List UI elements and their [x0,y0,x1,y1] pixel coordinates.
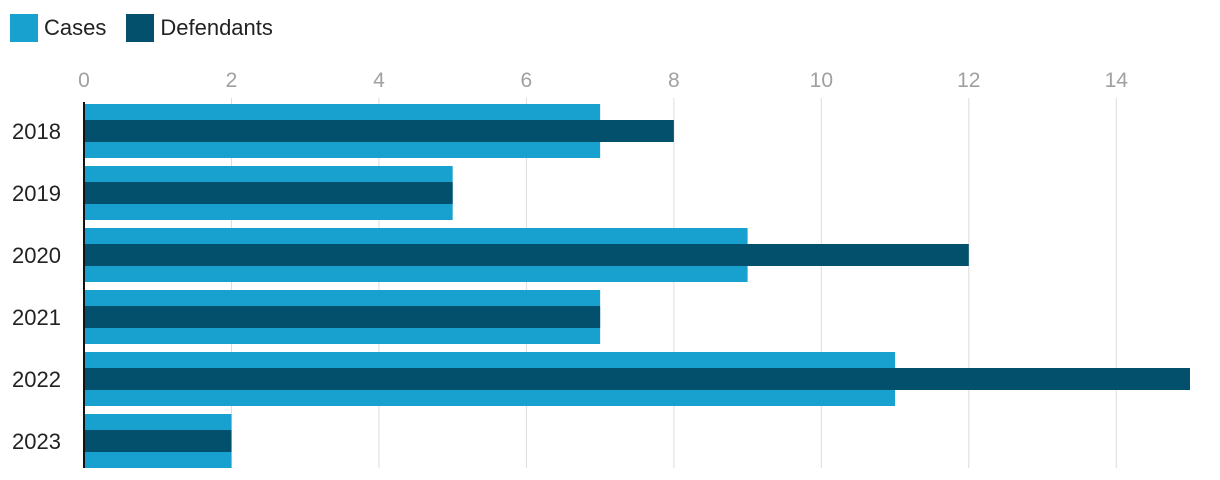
bar-defendants-2019 [84,182,453,204]
y-category-label-2023: 2023 [12,429,61,454]
y-category-label-2020: 2020 [12,243,61,268]
y-category-label-2019: 2019 [12,181,61,206]
bar-defendants-2023 [84,430,232,452]
x-tick-label-8: 8 [668,69,680,92]
legend-swatch-defendants [126,14,155,42]
x-tick-label-4: 4 [373,69,385,92]
y-category-label-2022: 2022 [12,367,61,392]
bar-defendants-2022 [84,368,1190,390]
legend-label-defendants: Defendants [160,15,273,40]
x-tick-label-2: 2 [226,69,238,92]
x-tick-label-14: 14 [1105,69,1129,92]
x-tick-label-0: 0 [78,69,90,92]
x-tick-label-6: 6 [521,69,533,92]
legend: Cases Defendants [10,13,293,43]
legend-item-defendants[interactable]: Defendants [126,14,273,42]
bar-defendants-2018 [84,120,674,142]
x-tick-label-12: 12 [957,69,980,92]
y-category-label-2018: 2018 [12,119,61,144]
y-category-label-2021: 2021 [12,305,61,330]
bar-defendants-2021 [84,306,601,328]
legend-item-cases[interactable]: Cases [10,14,106,42]
bar-defendants-2020 [84,244,969,266]
legend-label-cases: Cases [44,15,107,40]
legend-swatch-cases [10,14,38,42]
x-tick-label-10: 10 [810,69,833,92]
